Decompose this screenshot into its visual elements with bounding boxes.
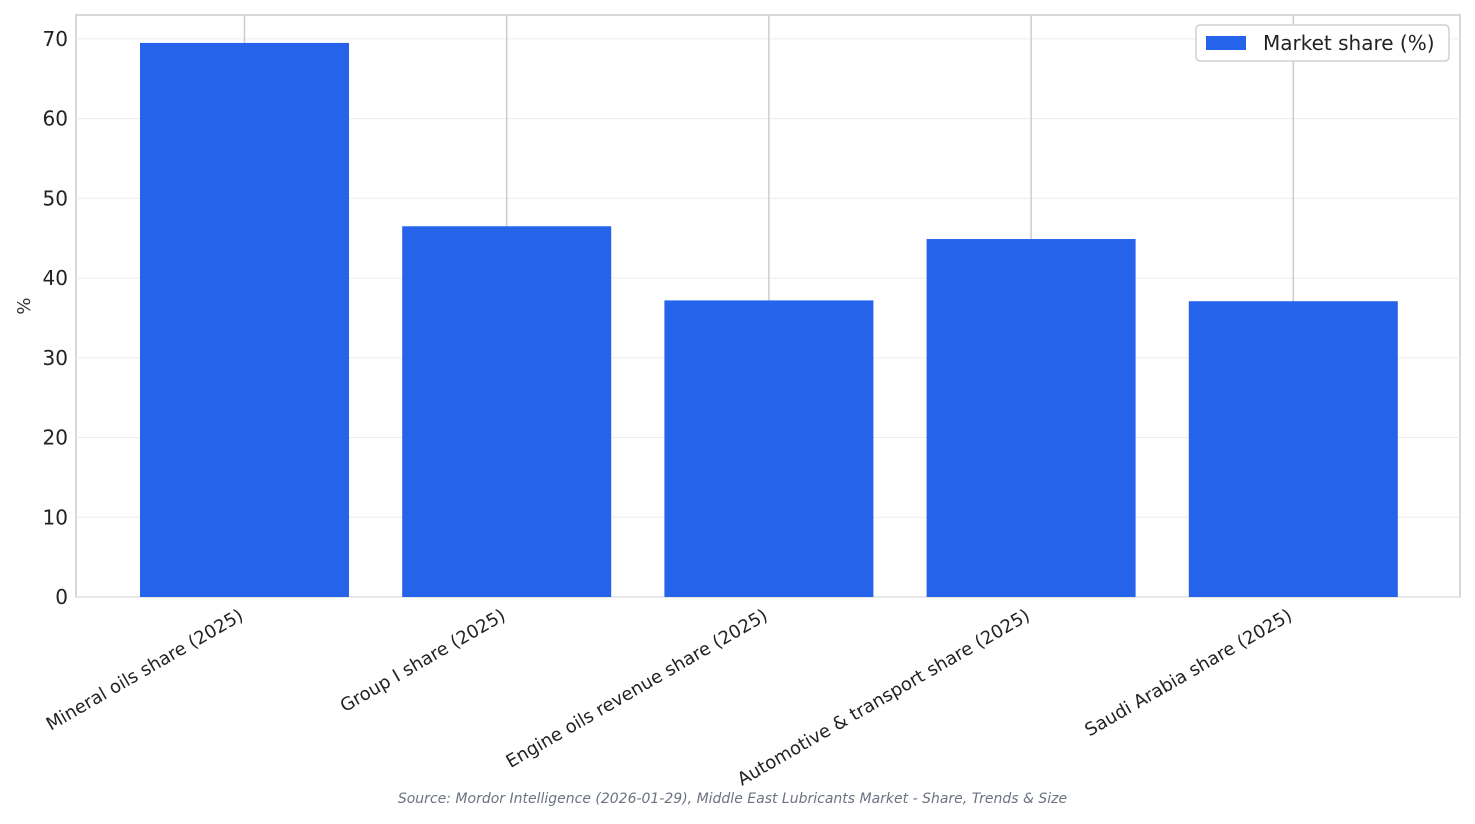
y-tick-label: 30 bbox=[43, 346, 68, 370]
legend-label: Market share (%) bbox=[1263, 31, 1435, 55]
y-tick-label: 10 bbox=[43, 505, 68, 529]
y-tick-label: 40 bbox=[43, 266, 68, 290]
x-axis-ticks: Mineral oils share (2025) Group I share (… bbox=[43, 605, 1296, 790]
bar bbox=[402, 226, 612, 597]
legend-box bbox=[1195, 24, 1450, 62]
x-tick-label: Mineral oils share (2025) bbox=[43, 605, 247, 735]
legend-swatch bbox=[1206, 36, 1246, 50]
y-tick-label: 20 bbox=[43, 426, 68, 450]
y-tick-label: 0 bbox=[55, 585, 68, 609]
bar bbox=[140, 42, 349, 597]
x-tick-label: Group I share (2025) bbox=[337, 605, 509, 717]
bars bbox=[140, 42, 1398, 597]
y-tick-label: 70 bbox=[43, 27, 68, 51]
x-tick-label: Engine oils revenue share (2025) bbox=[502, 605, 771, 772]
y-tick-label: 50 bbox=[43, 186, 68, 210]
y-axis-ticks: 0 10 20 30 40 50 60 70 bbox=[43, 27, 68, 609]
x-tick-label: Saudi Arabia share (2025) bbox=[1081, 605, 1295, 741]
source-note: Source: Mordor Intelligence (2026-01-29)… bbox=[397, 791, 1068, 807]
bar bbox=[1188, 301, 1398, 597]
bar bbox=[926, 239, 1136, 597]
x-tick-label: Automotive & transport share (2025) bbox=[734, 605, 1034, 790]
y-tick-label: 60 bbox=[43, 107, 68, 131]
bar bbox=[664, 300, 874, 597]
legend: Market share (%) bbox=[1195, 24, 1450, 62]
y-axis-label: % bbox=[14, 297, 35, 314]
